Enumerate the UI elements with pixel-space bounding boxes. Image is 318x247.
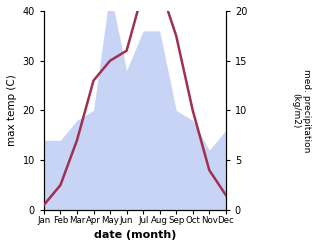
X-axis label: date (month): date (month) xyxy=(94,230,176,240)
Y-axis label: max temp (C): max temp (C) xyxy=(7,75,17,146)
Y-axis label: med. precipitation
(kg/m2): med. precipitation (kg/m2) xyxy=(292,69,311,152)
